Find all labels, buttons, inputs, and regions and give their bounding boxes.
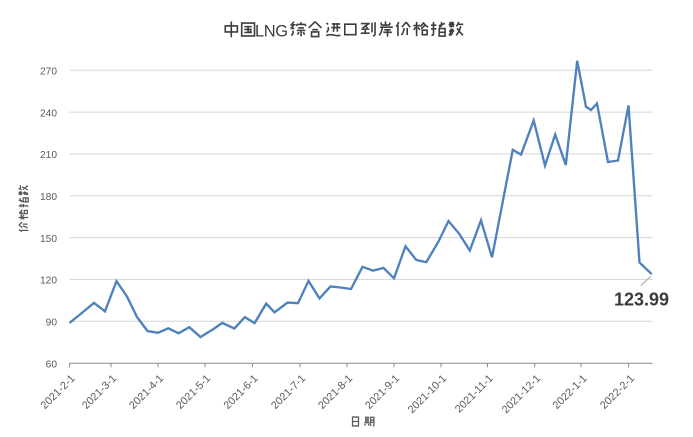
svg-text:180: 180 — [40, 192, 57, 203]
svg-text:150: 150 — [40, 234, 57, 245]
svg-text:2021-9-1: 2021-9-1 — [363, 373, 402, 412]
svg-text:2021-11-1: 2021-11-1 — [453, 373, 496, 416]
svg-text:2021-6-1: 2021-6-1 — [222, 373, 261, 412]
svg-text:LNG: LNG — [255, 23, 288, 41]
svg-text:2021-3-1: 2021-3-1 — [80, 373, 119, 412]
svg-text:270: 270 — [40, 67, 57, 78]
svg-text:2021-7-1: 2021-7-1 — [269, 373, 308, 412]
svg-text:2021-2-1: 2021-2-1 — [39, 373, 78, 412]
svg-text:2021-8-1: 2021-8-1 — [316, 373, 355, 412]
svg-text:2021-10-1: 2021-10-1 — [406, 373, 449, 416]
svg-text:90: 90 — [46, 317, 58, 328]
svg-text:60: 60 — [46, 360, 58, 371]
svg-text:240: 240 — [40, 108, 57, 119]
svg-text:210: 210 — [40, 150, 57, 161]
svg-text:2022-2-1: 2022-2-1 — [598, 373, 637, 412]
svg-text:2022-1-1: 2022-1-1 — [551, 373, 590, 412]
svg-text:120: 120 — [40, 276, 57, 287]
svg-text:2021-5-1: 2021-5-1 — [174, 373, 213, 412]
svg-text:123.99: 123.99 — [614, 290, 669, 310]
svg-text:2021-12-1: 2021-12-1 — [500, 373, 543, 416]
svg-text:2021-4-1: 2021-4-1 — [127, 373, 166, 412]
